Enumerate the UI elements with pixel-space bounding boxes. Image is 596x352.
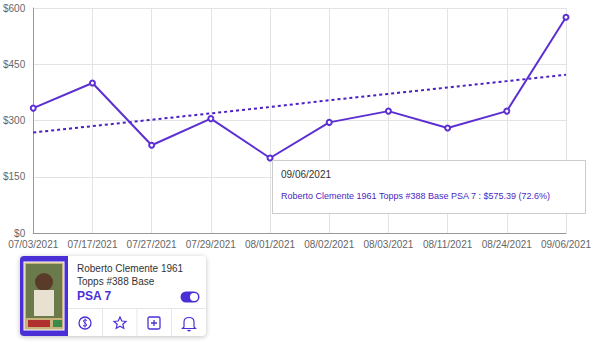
svg-text:07/29/2021: 07/29/2021 xyxy=(186,239,236,250)
svg-text:08/24/2021: 08/24/2021 xyxy=(482,239,532,250)
svg-text:$450: $450 xyxy=(3,59,26,70)
svg-text:$0: $0 xyxy=(14,228,26,239)
svg-text:08/03/2021: 08/03/2021 xyxy=(363,239,413,250)
svg-text:$300: $300 xyxy=(3,115,26,126)
html-text:Roberto Clemente 1961 Topps #3: Roberto Clemente 1961 Topps #388 Base PS… xyxy=(281,191,550,201)
svg-text:$600: $600 xyxy=(3,3,26,14)
svg-text:$150: $150 xyxy=(3,171,26,182)
html-text:Roberto Clemente 1961 Topps #3: Roberto Clemente 1961 Topps #388 Base xyxy=(77,263,184,287)
html-text:PSA 7: PSA 7 xyxy=(77,289,112,303)
svg-text:08/11/2021: 08/11/2021 xyxy=(423,239,473,250)
svg-text:08/01/2021: 08/01/2021 xyxy=(245,239,295,250)
svg-text:07/17/2021: 07/17/2021 xyxy=(67,239,117,250)
svg-text:08/02/2021: 08/02/2021 xyxy=(304,239,354,250)
svg-text:07/03/2021: 07/03/2021 xyxy=(8,239,58,250)
svg-text:09/06/2021: 09/06/2021 xyxy=(541,239,591,250)
html-text:09/06/2021: 09/06/2021 xyxy=(281,169,332,180)
svg-text:07/27/2021: 07/27/2021 xyxy=(127,239,177,250)
